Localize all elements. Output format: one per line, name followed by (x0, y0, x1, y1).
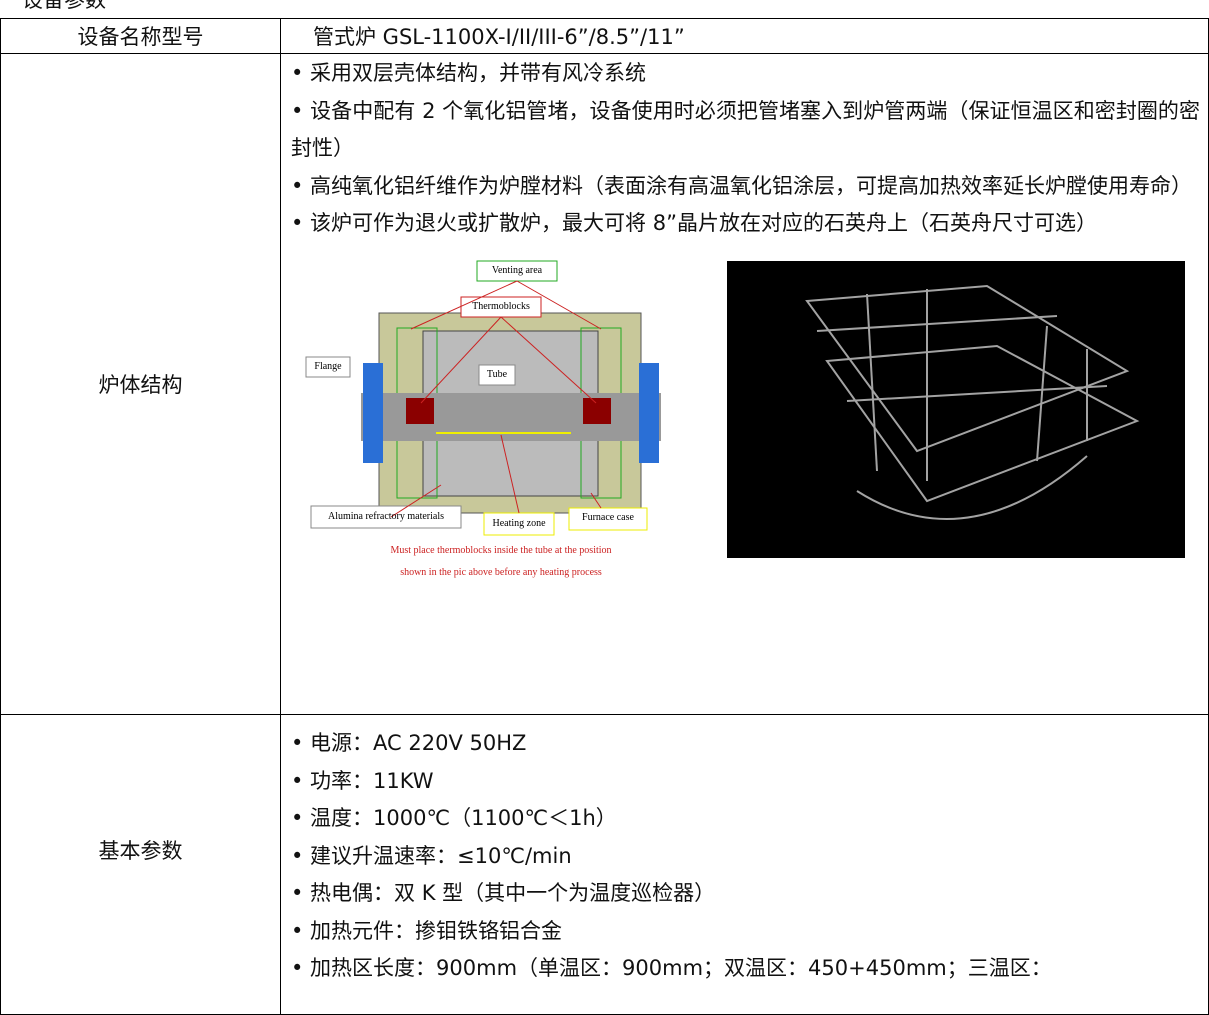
furnace-diagram: Venting area Thermoblocks Flange Tube Alumin… (305, 260, 661, 578)
diagram-label: Venting area (492, 265, 543, 276)
list-item: • 设备中配有 2 个氧化铝管堵，设备使用时必须把管堵塞入到炉管两端（保证恒温区… (291, 98, 1200, 161)
row: 炉体结构 • 采用双层壳体结构，并带有风冷系统 • 设备中配有 2 个氧化铝管堵，… (0, 53, 1209, 715)
row-value: • 采用双层壳体结构，并带有风冷系统 • 设备中配有 2 个氧化铝管堵，设备使用时… (280, 53, 1209, 715)
row-value: • 电源：AC 220V 50HZ • 功率：11KW • 温度：1000℃（110… (280, 714, 1209, 1015)
diagram-label: Flange (314, 361, 342, 372)
list-item: • 热电偶：双 K 型（其中一个为温度巡检器） (291, 881, 716, 905)
list-item: • 电源：AC 220V 50HZ (291, 731, 527, 755)
diagram-label: Furnace case (582, 512, 634, 523)
quartz-boat-photo (727, 260, 1185, 558)
list-item: • 该炉可作为退火或扩散炉，最大可将 8”晶片放在对应的石英舟上（石英舟尺寸可选… (291, 211, 1097, 235)
item-list: • 采用双层壳体结构，并带有风冷系统 • 设备中配有 2 个氧化铝管堵，设备使用时… (291, 55, 1200, 243)
spec-table: 设备名称型号 管式炉 GSL-1100X-I/II/III-6”/8.5”/11… (0, 18, 1209, 1015)
row-label: 炉体结构 (0, 53, 281, 715)
diagram-label: Tube (487, 369, 508, 380)
list-item: • 加热元件：掺钼铁铬铝合金 (291, 918, 563, 943)
diagram-label: Must place thermoblocks inside the tube … (390, 545, 611, 556)
list-item: • 高纯氧化铝纤维作为炉膛材料（表面涂有高温氧化铝涂层，可提高加热效率延长炉膛使… (291, 173, 1193, 198)
list-item: • 温度：1000℃（1100℃＜1h） (291, 806, 617, 830)
row-label: 设备名称型号 (0, 18, 281, 54)
row-label: 基本参数 (0, 714, 281, 1015)
diagram-label: Alumina refractory materials (328, 511, 444, 522)
diagram-label: Thermoblocks (472, 301, 530, 312)
figures: Venting area Thermoblocks Flange Tube Alumin… (291, 243, 1200, 583)
row: 基本参数 • 电源：AC 220V 50HZ • 功率：11KW • 温度：1000… (0, 714, 1209, 1015)
list-item: • 采用双层壳体结构，并带有风冷系统 (291, 61, 647, 85)
diagram-label: Heating zone (492, 518, 546, 529)
list-item: • 功率：11KW (291, 768, 434, 793)
list-item: • 建议升温速率：≤10℃/min (291, 843, 572, 868)
row-value: 管式炉 GSL-1100X-I/II/III-6”/8.5”/11” (280, 18, 1209, 54)
item-list: • 电源：AC 220V 50HZ • 功率：11KW • 温度：1000℃（110… (291, 725, 1200, 988)
list-item: • 加热区长度：900mm（单温区：900mm；双温区：450+450mm；三温… (291, 956, 1052, 980)
section-title: 设备参数 (22, 0, 106, 12)
row: 设备名称型号 管式炉 GSL-1100X-I/II/III-6”/8.5”/11… (0, 18, 1209, 54)
diagram-label: shown in the pic above before any heatin… (400, 567, 602, 578)
